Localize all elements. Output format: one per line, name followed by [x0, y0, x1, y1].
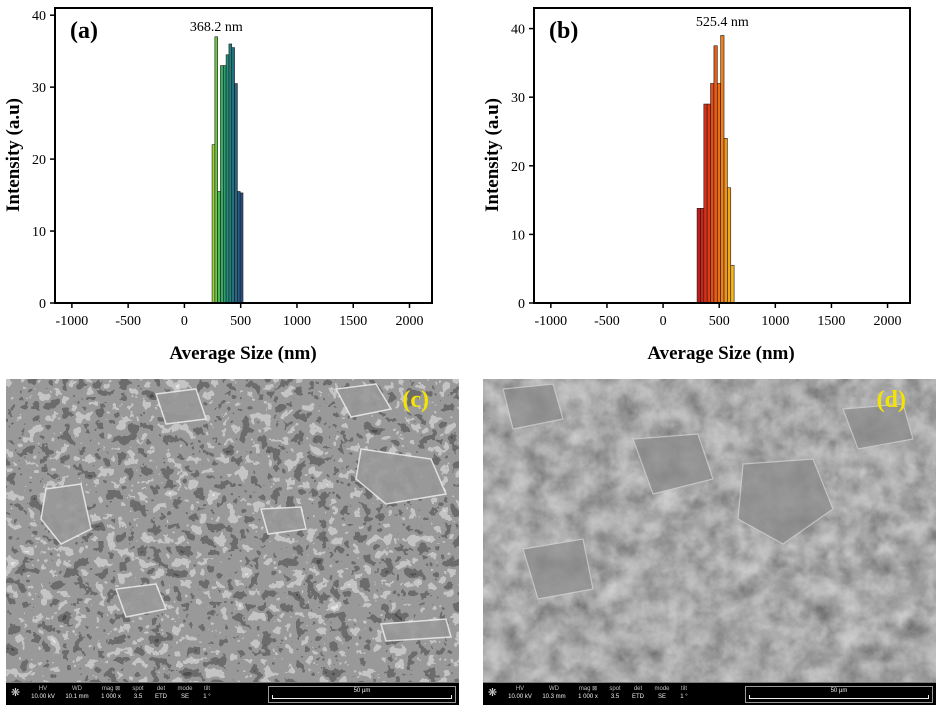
bar-b-9	[727, 187, 732, 304]
bar-a-2	[217, 191, 221, 304]
y-tick-label-a-20: 20	[32, 153, 46, 168]
x-tick-label-b--1000: -1000	[534, 314, 567, 329]
bar-a-3	[220, 65, 224, 304]
bar-a-5	[225, 54, 230, 304]
bar-b-3	[706, 103, 711, 304]
hv-field: HV 10.00 kV	[31, 686, 55, 700]
bar-b-2	[703, 103, 708, 304]
x-tick-label-a-0: 0	[181, 314, 188, 329]
bar-a-4	[223, 65, 227, 304]
x-axis-label-a: Average Size (nm)	[169, 343, 316, 364]
y-axis-label-b: Intensity (a.u)	[482, 98, 503, 212]
tilt-field: tilt 1 °	[203, 686, 211, 700]
panel-label-d: (d)	[876, 387, 906, 413]
bar-a-1	[214, 36, 218, 304]
panel-label-b: (b)	[549, 18, 578, 44]
peak-label-b: 525.4 nm	[696, 15, 749, 30]
x-ticks-a: -1000 -500 0 500 1000 1500 2000	[56, 303, 423, 329]
bar-b-10	[730, 264, 735, 304]
mag-field: mag ⊠ 1 000 x	[578, 686, 598, 700]
x-tick-label-b-0: 0	[660, 314, 667, 329]
x-tick-label-b-2000: 2000	[874, 314, 902, 329]
panel-label-c: (c)	[402, 387, 429, 413]
bar-b-5	[713, 45, 718, 304]
det-field: det ETD	[632, 686, 644, 700]
x-tick-label-a--1000: -1000	[56, 314, 89, 329]
x-axis-label-b: Average Size (nm)	[647, 343, 794, 364]
x-ticks-b: -1000 -500 0 500 1000 1500 2000	[534, 303, 902, 329]
spot-field: spot 3.5	[132, 686, 144, 700]
sem-image-c: (c) ❋ HV 10.00 kV WD 10.1 mm mag ⊠ 1 000 x …	[6, 379, 459, 705]
bar-b-0	[696, 208, 701, 304]
sem-info-bar-d: ❋ HV 10.00 kV WD 10.3 mm mag ⊠ 1 000 x spot…	[483, 682, 936, 705]
plot-frame-b	[533, 7, 911, 304]
mode-field: mode SE	[654, 686, 670, 700]
sem-micrograph-c	[6, 379, 459, 683]
y-tick-label-a-0: 0	[39, 297, 46, 312]
scale-bar-box: 50 µm	[745, 686, 933, 703]
panel-label-a: (a)	[70, 18, 98, 44]
fei-logo-icon: ❋	[10, 687, 21, 699]
y-tick-label-b-10: 10	[511, 228, 525, 243]
scale-bar	[272, 695, 452, 699]
bar-b-7	[720, 35, 725, 304]
y-tick-label-a-30: 30	[32, 81, 46, 96]
bar-a-10	[239, 192, 244, 304]
y-ticks-b: 0 10 20 30 40	[511, 23, 534, 312]
scale-bar-label: 50 µm	[830, 688, 848, 694]
bar-a-0	[211, 144, 216, 304]
bar-b-4	[710, 83, 715, 304]
y-tick-label-b-30: 30	[511, 91, 525, 106]
x-tick-label-a-500: 500	[230, 314, 251, 329]
spot-field: spot 3.5	[609, 686, 621, 700]
x-tick-label-b-1000: 1000	[761, 314, 789, 329]
x-tick-label-a--500: -500	[115, 314, 141, 329]
sem-micrograph-d	[483, 379, 936, 683]
wd-field: WD 10.3 mm	[542, 686, 566, 700]
x-tick-label-b--500: -500	[594, 314, 620, 329]
x-tick-label-a-1500: 1500	[339, 314, 367, 329]
y-tick-label-b-20: 20	[511, 160, 525, 175]
x-tick-label-a-2000: 2000	[395, 314, 423, 329]
scale-bar-label: 50 µm	[353, 688, 371, 694]
bar-a-9	[237, 191, 241, 304]
y-tick-label-b-0: 0	[518, 297, 525, 312]
y-tick-label-b-40: 40	[511, 23, 525, 38]
bar-b-6	[716, 83, 721, 304]
x-tick-label-b-1500: 1500	[817, 314, 845, 329]
plot-frame-a	[54, 7, 433, 304]
x-tick-label-b-500: 500	[709, 314, 730, 329]
bar-b-1	[700, 208, 705, 304]
scale-bar-box: 50 µm	[268, 686, 456, 703]
sem-info-bar-c: ❋ HV 10.00 kV WD 10.1 mm mag ⊠ 1 000 x spot…	[6, 682, 459, 705]
y-tick-label-a-40: 40	[32, 9, 46, 24]
bar-a-8	[234, 83, 238, 304]
tilt-field: tilt 1 °	[680, 686, 688, 700]
bar-a-6	[228, 43, 233, 304]
mag-field: mag ⊠ 1 000 x	[101, 686, 121, 700]
fei-logo-icon: ❋	[487, 687, 498, 699]
y-axis-label-a: Intensity (a.u)	[3, 98, 24, 212]
sem-image-d: (d) ❋ HV 10.00 kV WD 10.3 mm mag ⊠ 1 000 x …	[483, 379, 936, 705]
bars-b	[696, 35, 735, 304]
hv-field: HV 10.00 kV	[508, 686, 532, 700]
x-tick-label-a-1000: 1000	[283, 314, 311, 329]
bar-a-7	[231, 47, 235, 304]
det-field: det ETD	[155, 686, 167, 700]
mode-field: mode SE	[177, 686, 193, 700]
bars-a	[211, 36, 244, 304]
y-tick-label-a-10: 10	[32, 225, 46, 240]
peak-label-a: 368.2 nm	[190, 20, 243, 35]
wd-field: WD 10.1 mm	[65, 686, 89, 700]
scale-bar	[749, 695, 929, 699]
y-ticks-a: 0 10 20 30 40	[32, 9, 55, 312]
bar-b-8	[723, 138, 728, 304]
